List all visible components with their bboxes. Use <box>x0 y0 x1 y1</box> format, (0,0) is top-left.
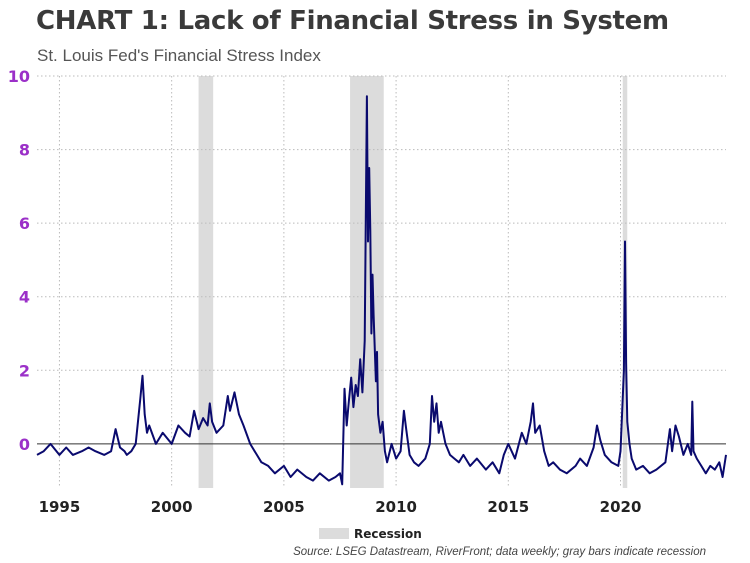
stress-index-line <box>36 95 727 486</box>
legend-swatch-recession <box>319 528 349 539</box>
y-tick-label-4: 4 <box>19 288 30 307</box>
recession-bar-1 <box>198 76 214 488</box>
chart-subtitle: St. Louis Fed's Financial Stress Index <box>37 46 321 65</box>
legend: Recession <box>319 527 422 541</box>
y-tick-label-0: 0 <box>19 435 30 454</box>
x-tick-label-2020: 2020 <box>600 498 642 516</box>
x-tick-label-2015: 2015 <box>487 498 529 516</box>
chart-title: CHART 1: Lack of Financial Stress in Sys… <box>36 6 669 36</box>
grid-lines <box>37 75 726 488</box>
x-tick-label-1995: 1995 <box>39 498 81 516</box>
x-tick-label-2010: 2010 <box>375 498 417 516</box>
x-tick-label-2005: 2005 <box>263 498 305 516</box>
series-layer <box>36 95 727 486</box>
y-tick-label-10: 10 <box>8 67 30 86</box>
y-axis-ticks: 0 2 4 6 8 10 <box>8 67 30 454</box>
x-axis-ticks: 1995 2000 2005 2010 2015 2020 <box>39 498 642 516</box>
y-tick-label-6: 6 <box>19 214 30 233</box>
legend-label-recession: Recession <box>354 527 422 541</box>
recession-bars <box>198 76 628 488</box>
source-note: Source: LSEG Datastream, RiverFront; dat… <box>293 546 706 558</box>
y-tick-label-2: 2 <box>19 361 30 380</box>
x-tick-label-2000: 2000 <box>151 498 193 516</box>
y-tick-label-8: 8 <box>19 141 30 160</box>
